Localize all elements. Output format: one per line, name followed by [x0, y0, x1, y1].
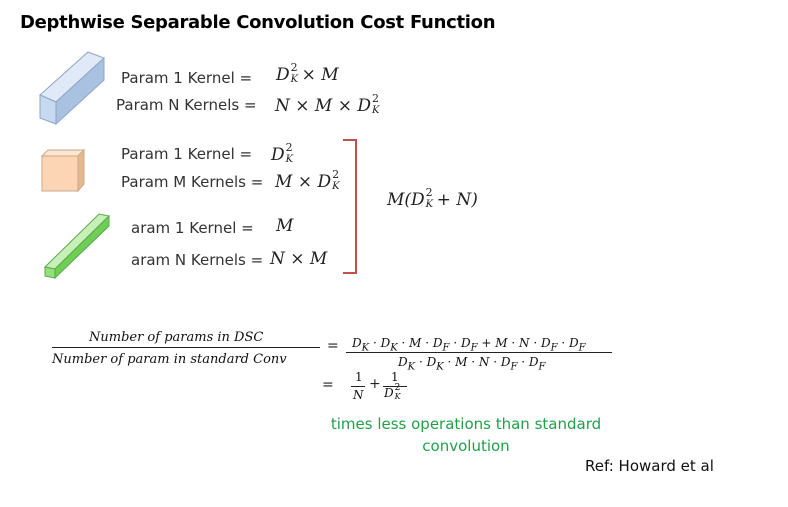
simplified-term1-numerator: 1 [355, 370, 363, 384]
note-line-1: times less operations than standard [330, 415, 602, 433]
expanded-numerator: DK · DK · M · DF · DF + M · N · DF · DF [352, 336, 586, 354]
pointwise-param1-formula: M [276, 216, 294, 236]
equals-sign-2: = [322, 377, 334, 393]
standard-paramN-label: Param N Kernels = [116, 96, 257, 114]
expanded-fraction-line [346, 352, 612, 353]
depthwise-kernel-block [40, 148, 86, 193]
reference: Ref: Howard et al [585, 457, 714, 475]
simplified-term2-line [383, 386, 407, 387]
standard-kernel-block [39, 51, 105, 126]
simplified-term2-numerator: 1 [391, 370, 399, 384]
pointwise-kernel-block [43, 213, 111, 280]
depthwise-paramM-label: Param M Kernels = [121, 173, 264, 191]
depthwise-pointwise-bracket [343, 139, 357, 274]
ratio-fraction-line [52, 347, 320, 348]
equals-sign-1: = [327, 338, 339, 354]
page-title: Depthwise Separable Convolution Cost Fun… [20, 12, 496, 33]
expanded-denominator: DK · DK · M · N · DF · DF [398, 355, 546, 373]
pointwise-paramN-label: aram N Kernels = [131, 251, 264, 269]
depthwise-param1-label: Param 1 Kernel = [121, 145, 253, 163]
standard-param1-formula: D 2 K × M [276, 61, 339, 85]
ratio-denominator: Number of param in standard Conv [52, 352, 287, 367]
dsc-total-formula: M(D 2 K + N) [387, 186, 478, 210]
note-line-2: convolution [422, 437, 510, 455]
simplified-term1-denominator: N [353, 388, 364, 402]
plus-sign: + [369, 376, 381, 392]
simplified-term1-line [351, 386, 365, 387]
ratio-numerator: Number of params in DSC [89, 330, 264, 345]
standard-param1-label: Param 1 Kernel = [121, 69, 253, 87]
pointwise-param1-label: aram 1 Kernel = [131, 219, 254, 237]
pointwise-paramN-formula: N × M [270, 249, 328, 269]
